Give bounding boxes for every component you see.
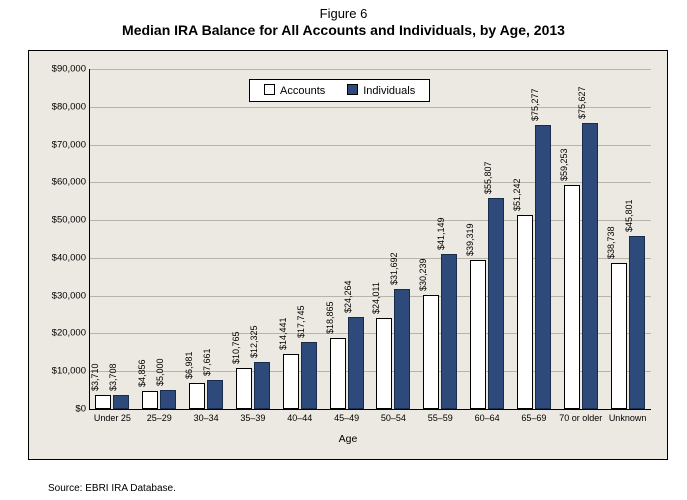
bar-accounts — [376, 318, 392, 409]
bar-individuals — [348, 317, 364, 409]
legend-item-individuals: Individuals — [347, 84, 415, 97]
value-label-individuals: $45,801 — [624, 199, 634, 232]
figure-number: Figure 6 — [0, 6, 687, 22]
bar-accounts — [236, 368, 252, 409]
y-tick-label: $40,000 — [31, 252, 86, 263]
x-tick-label: 55–59 — [428, 413, 453, 423]
legend-label-individuals: Individuals — [363, 85, 415, 97]
value-label-individuals: $7,661 — [202, 349, 212, 377]
x-tick-label: Unknown — [609, 413, 647, 423]
y-tick-label: $10,000 — [31, 366, 86, 377]
value-label-accounts: $24,011 — [371, 282, 381, 314]
value-label-individuals: $75,627 — [577, 87, 587, 120]
bar-accounts — [564, 185, 580, 409]
x-tick-label: 50–54 — [381, 413, 406, 423]
gridline — [89, 69, 651, 70]
bar-accounts — [517, 215, 533, 409]
bar-accounts — [283, 354, 299, 409]
bar-individuals — [160, 390, 176, 409]
x-tick-label: Under 25 — [94, 413, 131, 423]
x-tick-label: 70 or older — [559, 413, 602, 423]
value-label-accounts: $51,242 — [512, 179, 522, 212]
value-label-accounts: $10,765 — [231, 332, 241, 365]
legend-label-accounts: Accounts — [280, 85, 325, 97]
square-icon — [264, 84, 275, 95]
bar-individuals — [301, 342, 317, 409]
bar-individuals — [113, 395, 129, 409]
source-note: Source: EBRI IRA Database. — [48, 483, 176, 494]
legend: Accounts Individuals — [249, 79, 430, 102]
y-tick-label: $20,000 — [31, 328, 86, 339]
bar-accounts — [95, 395, 111, 409]
x-tick-label: 35–39 — [240, 413, 265, 423]
bar-accounts — [470, 260, 486, 409]
bar-individuals — [394, 289, 410, 409]
y-tick-label: $50,000 — [31, 215, 86, 226]
gridline — [89, 145, 651, 146]
chart-area: Accounts Individuals $3,710$3,708$4,856$… — [28, 50, 668, 460]
x-axis-line — [89, 409, 651, 410]
title-block: Figure 6 Median IRA Balance for All Acco… — [0, 0, 687, 40]
y-tick-label: $0 — [31, 404, 86, 415]
value-label-accounts: $18,865 — [325, 301, 335, 334]
figure-container: Figure 6 Median IRA Balance for All Acco… — [0, 0, 687, 500]
gridline — [89, 182, 651, 183]
x-tick-label: 25–29 — [147, 413, 172, 423]
value-label-accounts: $30,239 — [418, 258, 428, 291]
bar-individuals — [207, 380, 223, 409]
bar-accounts — [611, 263, 627, 409]
value-label-accounts: $39,319 — [465, 224, 475, 257]
bar-accounts — [189, 383, 205, 409]
value-label-individuals: $5,000 — [155, 359, 165, 387]
bar-accounts — [142, 391, 158, 409]
bar-accounts — [330, 338, 346, 409]
bar-individuals — [488, 198, 504, 409]
value-label-individuals: $24,264 — [343, 281, 353, 314]
y-tick-label: $90,000 — [31, 64, 86, 75]
value-label-individuals: $75,277 — [530, 88, 540, 121]
y-tick-label: $80,000 — [31, 101, 86, 112]
value-label-individuals: $17,745 — [296, 305, 306, 338]
bar-accounts — [423, 295, 439, 409]
value-label-accounts: $4,856 — [137, 359, 147, 387]
x-tick-label: 60–64 — [475, 413, 500, 423]
bar-individuals — [254, 362, 270, 409]
value-label-accounts: $14,441 — [278, 318, 288, 351]
value-label-accounts: $6,981 — [184, 351, 194, 379]
value-label-individuals: $31,692 — [389, 253, 399, 286]
y-tick-label: $70,000 — [31, 139, 86, 150]
x-tick-label: 40–44 — [287, 413, 312, 423]
value-label-accounts: $38,738 — [606, 226, 616, 259]
value-label-individuals: $55,807 — [483, 162, 493, 195]
x-tick-label: 30–34 — [194, 413, 219, 423]
x-tick-label: 65–69 — [521, 413, 546, 423]
y-tick-label: $60,000 — [31, 177, 86, 188]
value-label-individuals: $12,325 — [249, 326, 259, 359]
value-label-accounts: $59,253 — [559, 149, 569, 182]
value-label-individuals: $41,149 — [436, 217, 446, 250]
bar-individuals — [629, 236, 645, 409]
y-axis-line — [89, 69, 90, 409]
x-tick-label: 45–49 — [334, 413, 359, 423]
figure-title: Median IRA Balance for All Accounts and … — [0, 22, 687, 40]
plot-area: $3,710 $3,708 $4,856 $5,000 $6,981 $7,661 $10,… — [89, 69, 651, 409]
legend-item-accounts: Accounts — [264, 84, 325, 97]
value-label-accounts: $3,710 — [90, 363, 100, 391]
value-label-individuals: $3,708 — [108, 363, 118, 391]
square-icon — [347, 84, 358, 95]
bar-individuals — [535, 125, 551, 409]
bar-individuals — [441, 254, 457, 409]
gridline — [89, 107, 651, 108]
y-tick-label: $30,000 — [31, 290, 86, 301]
bar-individuals — [582, 123, 598, 409]
x-axis-title: Age — [29, 433, 667, 445]
